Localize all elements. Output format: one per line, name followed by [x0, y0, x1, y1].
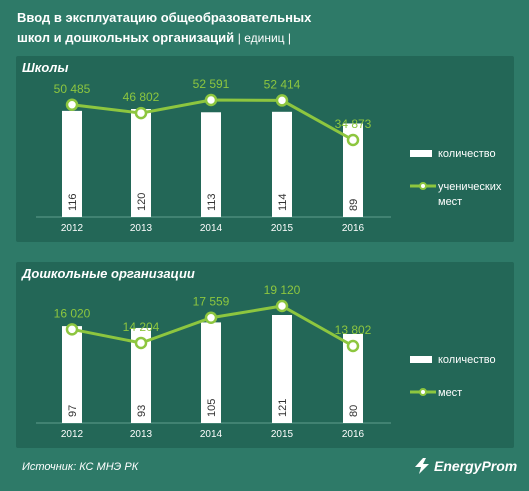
- preschool-x-tick-label: 2012: [61, 429, 84, 440]
- page-title: Ввод в эксплуатацию общеобразовательных …: [17, 8, 311, 48]
- source-note: Источник: КС МНЭ РК: [22, 461, 139, 473]
- preschool-legend-bar-label: количество: [438, 354, 496, 366]
- schools-line-point: [204, 93, 218, 107]
- preschool-bar-label: 105: [206, 399, 218, 417]
- schools-line-value-label: 34 873: [335, 117, 372, 131]
- schools-legend-line-marker: [419, 182, 427, 190]
- chart-panel-schools: Школы 116 2012 120 2013 113 2014 114 2015 89 2016…: [16, 56, 514, 242]
- preschool-bar-label: 93: [136, 405, 148, 417]
- schools-bar: [131, 109, 151, 217]
- schools-line-value-label: 46 802: [123, 90, 160, 104]
- preschool-line-point: [275, 299, 289, 313]
- schools-x-tick-label: 2014: [200, 223, 223, 234]
- preschool-bar: [131, 327, 151, 423]
- schools-x-tick-label: 2016: [342, 223, 365, 234]
- preschool-bar-label: 121: [277, 399, 289, 417]
- preschool-line-value-label: 16 020: [54, 306, 91, 320]
- preschool-bar: [201, 322, 221, 423]
- preschool-bar-label: 80: [348, 405, 360, 417]
- schools-x-tick-label: 2013: [130, 223, 153, 234]
- preschool-bar-label: 97: [67, 405, 79, 417]
- schools-bar: [343, 123, 363, 217]
- preschool-x-tick-label: 2015: [271, 429, 294, 440]
- preschool-line-point: [204, 311, 218, 324]
- preschool-bar: [272, 315, 292, 423]
- preschool-x-tick-label: 2016: [342, 429, 365, 440]
- schools-bar-label: 113: [206, 193, 218, 211]
- title-line-2-text: школ и дошкольных организаций: [17, 30, 235, 45]
- lightning-icon: [415, 458, 429, 474]
- schools-line-point: [346, 133, 360, 147]
- preschool-bar: [62, 326, 82, 423]
- schools-bar-label: 120: [136, 193, 148, 211]
- preschool-bar: [343, 333, 363, 423]
- schools-bar-label: 116: [67, 193, 79, 211]
- schools-bar: [272, 111, 292, 217]
- schools-line-value-label: 52 591: [193, 77, 230, 91]
- title-line-1: Ввод в эксплуатацию общеобразовательных: [17, 10, 312, 25]
- schools-line-point: [134, 106, 148, 120]
- chart-title-schools: Школы: [22, 60, 69, 75]
- schools-line-point: [275, 94, 289, 107]
- schools-line-point: [65, 98, 79, 112]
- chart-schools: 116 2012 120 2013 113 2014 114 2015 89 2016 50 485…: [36, 77, 502, 234]
- schools-legend-line-label: ученических: [438, 181, 502, 193]
- schools-line-value-label: 52 414: [264, 77, 301, 91]
- preschool-line-point: [346, 339, 360, 353]
- preschool-line-value-label: 13 802: [335, 323, 372, 337]
- schools-legend-bar-swatch: [410, 150, 432, 157]
- schools-bar: [201, 112, 221, 217]
- preschool-line-value-label: 19 120: [264, 283, 301, 297]
- preschool-legend-line-label: мест: [438, 387, 462, 399]
- preschool-x-tick-label: 2013: [130, 429, 153, 440]
- schools-line-value-label: 50 485: [54, 82, 91, 96]
- schools-bar-label: 114: [277, 193, 289, 211]
- chart-preschool: 97 2012 93 2013 105 2014 121 2015 80 2016 16 020 14…: [36, 283, 496, 440]
- preschool-line-value-label: 14 204: [123, 320, 160, 334]
- preschool-line-point: [65, 323, 79, 336]
- title-line-2: школ и дошкольных организаций | единиц |: [17, 28, 311, 48]
- preschool-line-point: [134, 336, 148, 350]
- schools-legend-bar-label: количество: [438, 148, 496, 160]
- brand-logo: EnergyProm: [413, 458, 517, 474]
- chart-panel-preschool: Дошкольные организации 97 2012 93 2013 105 20…: [16, 262, 514, 448]
- schools-bar-label: 89: [348, 199, 360, 211]
- schools-x-tick-label: 2012: [61, 223, 84, 234]
- brand-name: EnergyProm: [434, 458, 518, 474]
- schools-bar: [62, 110, 82, 217]
- preschool-legend-line-marker: [419, 388, 427, 396]
- preschool-line-value-label: 17 559: [193, 295, 230, 309]
- unit-label: | единиц |: [237, 31, 292, 45]
- schools-legend-line-label-2: мест: [438, 196, 462, 208]
- preschool-legend-bar-swatch: [410, 356, 432, 363]
- preschool-x-tick-label: 2014: [200, 429, 223, 440]
- chart-title-preschool: Дошкольные организации: [22, 266, 195, 281]
- schools-x-tick-label: 2015: [271, 223, 294, 234]
